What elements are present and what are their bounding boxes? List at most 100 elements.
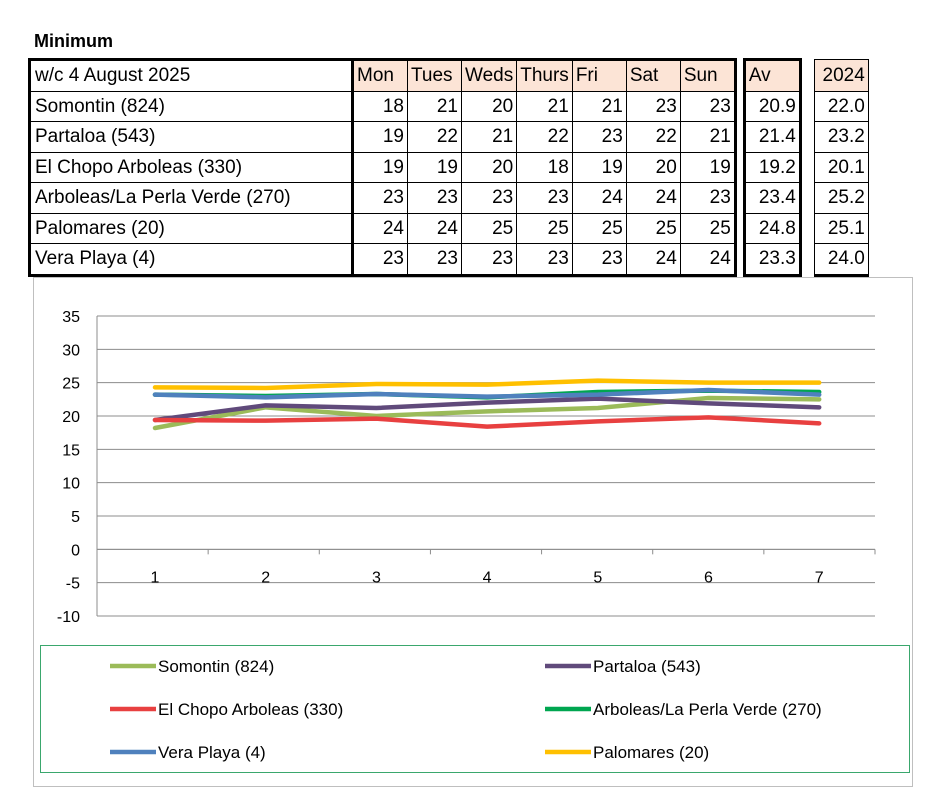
- day-header: Tues: [407, 58, 462, 92]
- day-value: 21: [460, 121, 518, 153]
- previous-year-value: 22.0: [813, 90, 869, 122]
- x-tick-label: 4: [483, 569, 492, 586]
- day-value: 23: [679, 90, 737, 122]
- previous-year-value: 23.2: [813, 121, 869, 153]
- day-value: 24: [407, 212, 462, 244]
- x-tick-label: 1: [151, 569, 160, 586]
- average-header: Av: [742, 58, 802, 92]
- series-line: [152, 378, 822, 391]
- day-value: 23: [407, 182, 462, 214]
- day-value: 19: [352, 151, 408, 183]
- legend-label: Somontin (824): [158, 657, 274, 676]
- day-value: 23: [571, 243, 627, 277]
- average-value: 21.4: [742, 121, 802, 153]
- day-value: 20: [625, 151, 681, 183]
- day-value: 19: [679, 151, 737, 183]
- station-name: Partaloa (543): [28, 121, 354, 153]
- y-tick-label: 20: [62, 409, 80, 426]
- day-value: 25: [460, 212, 518, 244]
- chart-area: [33, 277, 913, 787]
- y-tick-label: 5: [71, 509, 80, 526]
- station-name: El Chopo Arboleas (330): [28, 151, 354, 183]
- previous-year-header: 2024: [813, 59, 869, 92]
- legend-label: Partaloa (543): [593, 657, 701, 676]
- series-line: [152, 396, 822, 423]
- y-tick-label: -5: [66, 576, 80, 593]
- day-header: Sat: [625, 58, 681, 92]
- average-value: 24.8: [742, 212, 802, 244]
- y-tick-label: 25: [62, 376, 80, 393]
- section-title: Minimum: [34, 31, 113, 51]
- y-tick-label: 10: [62, 476, 80, 493]
- legend-label: El Chopo Arboleas (330): [158, 700, 343, 719]
- y-tick-label: -10: [57, 609, 80, 626]
- day-value: 19: [571, 151, 627, 183]
- previous-year-value: 25.2: [813, 182, 869, 214]
- day-value: 19: [352, 121, 408, 153]
- y-tick-label: 15: [62, 442, 80, 459]
- x-tick-label: 5: [593, 569, 602, 586]
- table-row: Vera Playa (4) 23 23 23 23 23 24 24 23.3 24.0: [28, 243, 869, 277]
- day-value: 19: [407, 151, 462, 183]
- table-header-row: w/c 4 August 2025 Mon Tues Weds Thurs Fr…: [28, 58, 869, 92]
- previous-year-value: 20.1: [813, 151, 869, 183]
- table-row: Partaloa (543) 19 22 21 22 23 22 21 21.4 23.2: [28, 121, 869, 153]
- day-value: 23: [352, 182, 408, 214]
- temperature-table: w/c 4 August 2025 Mon Tues Weds Thurs Fr…: [28, 58, 869, 277]
- y-tick-label: 0: [71, 542, 80, 559]
- day-value: 24: [352, 212, 408, 244]
- day-value: 25: [571, 212, 627, 244]
- day-value: 23: [460, 182, 518, 214]
- day-value: 24: [679, 243, 737, 277]
- day-value: 23: [407, 243, 462, 277]
- previous-year-value: 25.1: [813, 212, 869, 244]
- station-name: Arboleas/La Perla Verde (270): [28, 182, 354, 214]
- day-value: 21: [679, 121, 737, 153]
- legend-label: Vera Playa (4): [158, 743, 266, 762]
- day-value: 23: [625, 90, 681, 122]
- average-value: 23.4: [742, 182, 802, 214]
- series-line: [152, 387, 822, 400]
- day-value: 23: [679, 182, 737, 214]
- day-header: Thurs: [516, 58, 573, 92]
- day-header: Sun: [679, 58, 737, 92]
- day-header: Fri: [571, 58, 627, 92]
- table-row: Palomares (20) 24 24 25 25 25 25 25 24.8 25.1: [28, 212, 869, 244]
- y-tick-label: 30: [62, 342, 80, 359]
- table-row: El Chopo Arboleas (330) 19 19 20 18 19 20 19 19.…: [28, 151, 869, 183]
- day-header: Weds: [460, 58, 518, 92]
- day-value: 22: [407, 121, 462, 153]
- table-row: Somontin (824) 18 21 20 21 21 23 23 20.9 22.0: [28, 90, 869, 122]
- x-tick-label: 6: [704, 569, 713, 586]
- day-value: 23: [516, 182, 573, 214]
- day-value: 18: [516, 151, 573, 183]
- day-value: 21: [571, 90, 627, 122]
- chart-legend: [40, 645, 910, 773]
- day-value: 25: [679, 212, 737, 244]
- station-name: Vera Playa (4): [28, 243, 354, 277]
- table-row: Arboleas/La Perla Verde (270) 23 23 23 23 24 2…: [28, 182, 869, 214]
- week-label: w/c 4 August 2025: [28, 58, 354, 92]
- day-value: 24: [625, 182, 681, 214]
- day-value: 24: [571, 182, 627, 214]
- station-name: Somontin (824): [28, 90, 354, 122]
- day-value: 21: [516, 90, 573, 122]
- x-tick-label: 7: [815, 569, 824, 586]
- day-value: 21: [407, 90, 462, 122]
- average-value: 23.3: [742, 243, 802, 277]
- day-value: 20: [460, 90, 518, 122]
- x-tick-label: 3: [372, 569, 381, 586]
- average-value: 20.9: [742, 90, 802, 122]
- legend-label: Arboleas/La Perla Verde (270): [593, 700, 822, 719]
- x-tick-label: 2: [261, 569, 270, 586]
- day-value: 23: [352, 243, 408, 277]
- day-value: 23: [516, 243, 573, 277]
- series-line: [152, 415, 822, 429]
- day-value: 25: [516, 212, 573, 244]
- average-value: 19.2: [742, 151, 802, 183]
- legend-label: Palomares (20): [593, 743, 709, 762]
- y-tick-label: 35: [62, 309, 80, 326]
- day-value: 23: [460, 243, 518, 277]
- previous-year-value: 24.0: [813, 243, 869, 277]
